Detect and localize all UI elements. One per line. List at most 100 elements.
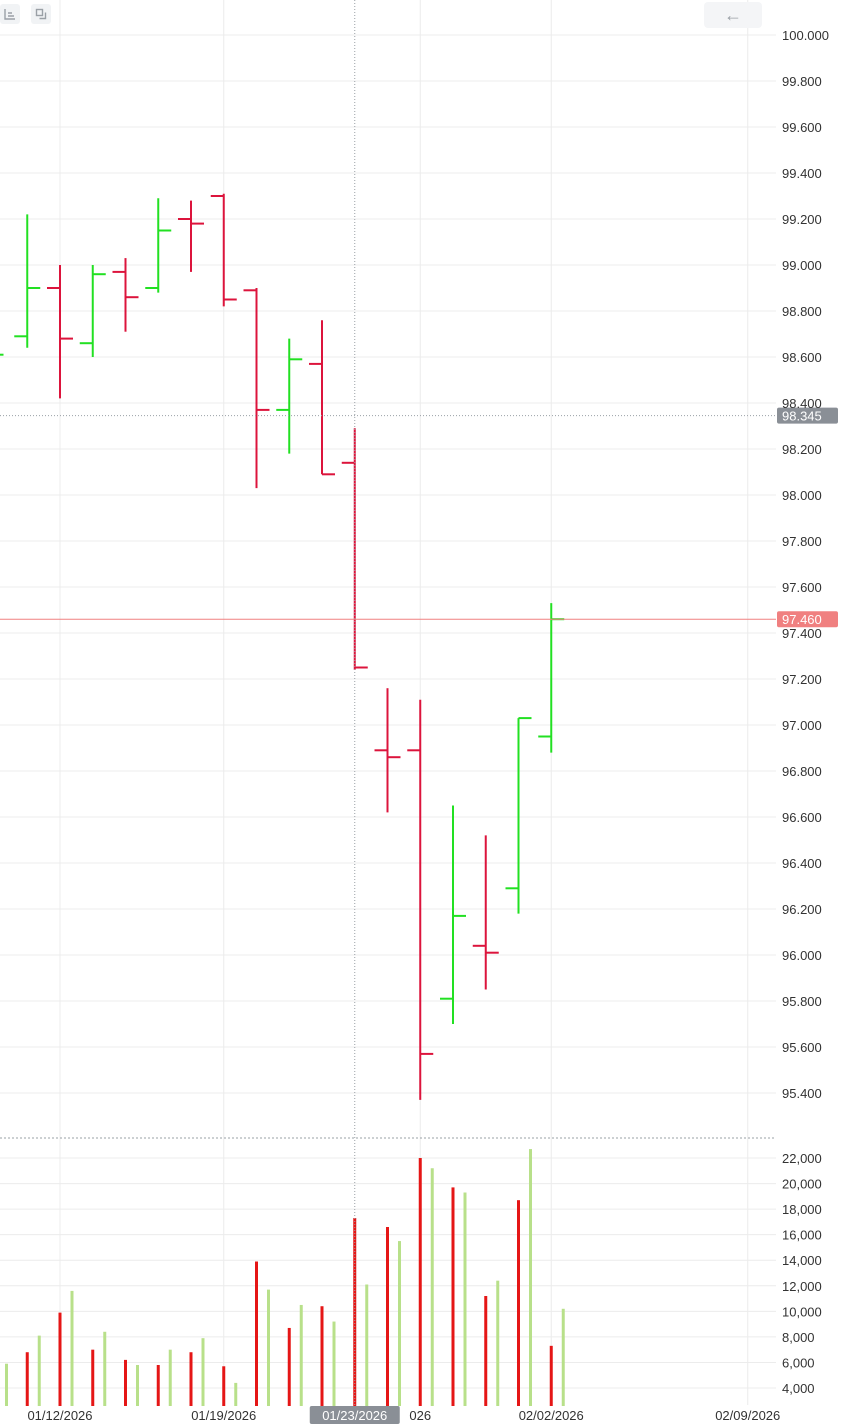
volume-bar-down [25, 1352, 29, 1406]
price-tick-label: 96.800 [782, 764, 822, 779]
ohlc-bar [407, 699, 434, 1100]
volume-bar-up [561, 1308, 565, 1406]
ohlc-bar [47, 265, 73, 399]
volume-tick-label: 18,000 [782, 1202, 822, 1217]
volume-bar-down [189, 1352, 193, 1406]
last-price-label: 97.460 [782, 612, 822, 627]
ohlc-bar [112, 258, 139, 332]
volume-tick-label: 4,000 [782, 1381, 815, 1396]
price-tick-label: 99.200 [782, 212, 822, 227]
volume-tick-label: 20,000 [782, 1177, 822, 1192]
price-tick-label: 97.800 [782, 534, 822, 549]
ohlc-bar [505, 717, 532, 914]
volume-bar-up [267, 1289, 270, 1406]
volume-bar-down [386, 1227, 389, 1406]
ohlc-bar [472, 835, 499, 990]
price-tick-label: 98.800 [782, 304, 822, 319]
back-button[interactable]: ← [704, 2, 762, 28]
volume-bar-down [124, 1359, 127, 1406]
ohlc-bar [538, 603, 565, 753]
date-tick-label: 01/19/2026 [191, 1408, 256, 1423]
volume-bar-down [517, 1200, 520, 1406]
price-tick-label: 95.600 [782, 1040, 822, 1055]
price-tick-label: 97.000 [782, 718, 822, 733]
volume-bar-up [168, 1349, 172, 1406]
volume-bar-down [549, 1345, 553, 1406]
volume-bar-up [70, 1290, 74, 1406]
price-tick-label: 99.600 [782, 120, 822, 135]
price-tick-label: 97.600 [782, 580, 822, 595]
volume-bar-up [529, 1149, 532, 1406]
volume-bar-down [91, 1349, 95, 1406]
volume-bar-up [430, 1168, 434, 1406]
price-tick-label: 98.200 [782, 442, 822, 457]
volume-tick-label: 6,000 [782, 1355, 815, 1370]
grid-lines [0, 0, 776, 1405]
volume-bar-down [222, 1366, 226, 1406]
volume-tick-label: 10,000 [782, 1304, 822, 1319]
price-tick-label: 96.000 [782, 948, 822, 963]
price-tick-label: 98.400 [782, 396, 822, 411]
crosshair-price-label: 98.345 [782, 409, 822, 424]
price-tick-label: 97.400 [782, 626, 822, 641]
ohlc-bar [440, 805, 466, 1024]
ohlc-bar [243, 288, 270, 489]
price-tick-label: 99.400 [782, 166, 822, 181]
price-tick-label: 98.000 [782, 488, 822, 503]
date-tick-label: 02/09/2026 [715, 1408, 780, 1423]
volume-bar-down [320, 1306, 324, 1406]
ohlc-bar [309, 320, 335, 476]
price-tick-label: 99.000 [782, 258, 822, 273]
ohlc-bar [145, 198, 172, 293]
volume-bar-up [234, 1382, 238, 1406]
volume-tick-label: 8,000 [782, 1330, 815, 1345]
volume-bar-up [463, 1192, 467, 1406]
volume-tick-label: 14,000 [782, 1253, 822, 1268]
price-tick-label: 99.800 [782, 74, 822, 89]
volume-bar-up [103, 1331, 107, 1406]
crosshair-date-tag [309, 1406, 400, 1424]
arrow-left-icon: ← [724, 4, 742, 25]
ohlc-bar [374, 688, 401, 813]
volume-bar-down [418, 1158, 422, 1406]
ohlc-bars [0, 193, 565, 1100]
volume-bar-up [365, 1284, 369, 1406]
volume-bar-down [353, 1218, 357, 1406]
volume-bar-up [5, 1363, 8, 1406]
volume-bar-down [484, 1296, 488, 1406]
date-tick-label: 026 [409, 1408, 431, 1423]
ohlc-bar [210, 193, 237, 307]
volume-bar-down [287, 1327, 291, 1406]
crosshair-date-label: 01/23/2026 [322, 1408, 387, 1423]
volume-bar-down [58, 1312, 62, 1406]
price-tick-label: 95.800 [782, 994, 822, 1009]
volume-bar-up [496, 1280, 500, 1406]
volume-bar-down [451, 1187, 455, 1406]
ohlc-bar [178, 200, 204, 272]
volume-tick-label: 16,000 [782, 1228, 822, 1243]
volume-tick-label: 22,000 [782, 1151, 822, 1166]
price-tick-label: 96.400 [782, 856, 822, 871]
axis-settings-icon[interactable] [0, 4, 20, 24]
date-tick-label: 01/12/2026 [27, 1408, 92, 1423]
crosshair-price-tag [777, 407, 838, 424]
price-tick-label: 97.200 [782, 672, 822, 687]
ohlc-bar [276, 338, 303, 454]
volume-bar-up [398, 1241, 401, 1406]
volume-bar-up [332, 1321, 336, 1406]
price-tick-label: 98.600 [782, 350, 822, 365]
axis-labels: 100.000 99.800 99.600 99.400 99.200 99.000 98.… [27, 28, 829, 1423]
date-tick-label: 02/02/2026 [519, 1408, 584, 1423]
volume-bars [5, 1149, 565, 1406]
volume-bar-up [136, 1365, 139, 1406]
price-tick-label: 100.000 [782, 28, 829, 43]
copy-icon[interactable] [31, 4, 51, 24]
volume-bar-up [201, 1338, 205, 1406]
volume-bar-up [299, 1304, 303, 1406]
price-tick-label: 96.200 [782, 902, 822, 917]
price-tick-label: 96.600 [782, 810, 822, 825]
price-tick-label: 95.400 [782, 1086, 822, 1101]
last-price-tag [777, 611, 838, 628]
